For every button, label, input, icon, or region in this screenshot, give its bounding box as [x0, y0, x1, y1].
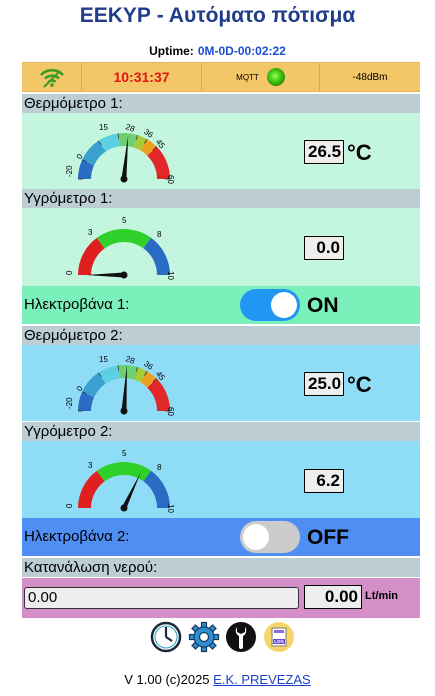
rssi-value: -48dBm: [352, 71, 388, 83]
gauge-tick-label: 5: [122, 449, 127, 458]
gauge-tick-label: 15: [99, 355, 108, 364]
gauge-needle: [121, 135, 129, 179]
gauge-tick-label: 28: [124, 122, 136, 134]
thermo2-gauge: -20 0 15 28 36 45 60: [66, 354, 175, 416]
valve1-row: Ηλεκτροβάνα 1: ON: [22, 286, 420, 324]
gauge-tick-label: 3: [88, 228, 93, 237]
uptime-label: Uptime:: [149, 44, 194, 58]
toolbar: LOG: [150, 620, 295, 654]
clock-button[interactable]: [150, 621, 182, 653]
gauge-tick-label: 60: [166, 175, 175, 184]
tools-button[interactable]: [225, 621, 257, 653]
gauge-tick-label: 10: [166, 504, 175, 513]
water-label: Κατανάλωση νερού:: [22, 558, 420, 577]
valve2-toggle[interactable]: [240, 521, 300, 553]
clock-time: 10:31:37: [82, 63, 202, 91]
gauge-tick-label: 0: [66, 503, 74, 508]
page-title: ΕΕΚΥΡ - Αυτόματο πότισμα: [79, 4, 356, 27]
hygro1-label: Υγρόμετρο 1:: [22, 189, 420, 208]
gear-icon: [188, 621, 219, 653]
mqtt-label: MQTT: [236, 72, 259, 82]
gauge-tick-label: 0: [75, 152, 85, 161]
wifi-icon: [39, 68, 64, 88]
thermo2-panel: -20 0 15 28 36 45 60 25.0 °C: [22, 345, 420, 421]
thermo2-value: 25.0: [304, 372, 344, 396]
valve2-state: OFF: [307, 526, 349, 549]
valve1-state: ON: [307, 294, 339, 317]
thermo1-unit: °C: [347, 140, 372, 165]
water-unit: Lt/min: [365, 590, 398, 602]
valve2-label: Ηλεκτροβάνα 2:: [24, 528, 130, 545]
thermo1-gauge: -20 0 15 28 36 45 60: [66, 122, 175, 184]
clock-icon: [150, 621, 182, 653]
thermo1-panel: -20 0 15 28 36 45 60 26.5 °C: [22, 113, 420, 189]
valve1-toggle[interactable]: [240, 289, 300, 321]
wifi-cell: [22, 63, 82, 91]
footer: V 1.00 (c)2025 E.K. PREVEZAS: [0, 672, 435, 687]
uptime-line: Uptime: 0M-0D-00:02:22: [0, 44, 435, 58]
mqtt-status: MQTT: [202, 63, 320, 91]
gauge-tick-label: -20: [66, 397, 74, 409]
gauge-needle: [122, 472, 141, 510]
wrench-icon: [226, 622, 257, 652]
hygro2-panel: 0 3 5 8 10 6.2: [22, 441, 420, 518]
thermo2-unit: °C: [347, 372, 372, 397]
gauge-tick-label: 5: [122, 216, 127, 225]
mqtt-led-icon: [266, 68, 285, 86]
gauge-tick-label: 10: [166, 271, 175, 280]
gauge-tick-label: 0: [75, 384, 85, 393]
hygro1-panel: 0 3 5 8 10 0.0: [22, 208, 420, 286]
water-input[interactable]: 0.00: [24, 587, 299, 609]
gauge-tick-label: 60: [166, 407, 175, 416]
toggle-knob: [243, 524, 269, 550]
log-file-icon: LOG: [263, 622, 294, 652]
hygro1-value: 0.0: [304, 236, 344, 260]
water-panel: 0.00 0.00 Lt/min: [22, 578, 420, 618]
valve2-row: Ηλεκτροβάνα 2: OFF: [22, 518, 420, 556]
gauge-tick-label: 28: [124, 354, 136, 366]
gauge-tick-label: 8: [157, 463, 162, 472]
thermo1-value: 26.5: [304, 140, 344, 164]
thermo1-label: Θερμόμετρο 1:: [22, 94, 420, 113]
uptime-value: 0M-0D-00:02:22: [197, 44, 286, 58]
log-label: LOG: [274, 639, 284, 644]
settings-button[interactable]: [188, 621, 220, 653]
gauge-tick-label: -20: [66, 165, 74, 177]
gauge-tick-label: 0: [66, 270, 74, 275]
gauge-tick-label: 3: [88, 461, 93, 470]
gauge-needle: [86, 272, 124, 278]
hygro2-gauge: 0 3 5 8 10: [66, 449, 175, 513]
version-text: V 1.00 (c)2025: [124, 672, 210, 687]
hygro1-gauge: 0 3 5 8 10: [66, 216, 175, 280]
gauge-tick-label: 15: [99, 123, 108, 132]
water-value: 0.00: [304, 585, 362, 609]
hygro2-value: 6.2: [304, 469, 344, 493]
valve1-label: Ηλεκτροβάνα 1:: [24, 296, 130, 313]
status-bar: 10:31:37 MQTT -48dBm: [22, 62, 420, 92]
log-button[interactable]: LOG: [263, 621, 295, 653]
gauge-tick-label: 8: [157, 230, 162, 239]
gauge-needle: [121, 365, 127, 412]
hygro2-label: Υγρόμετρο 2:: [22, 422, 420, 441]
toggle-knob: [271, 292, 297, 318]
author-link[interactable]: E.K. PREVEZAS: [213, 672, 311, 687]
thermo2-label: Θερμόμετρο 2:: [22, 326, 420, 345]
